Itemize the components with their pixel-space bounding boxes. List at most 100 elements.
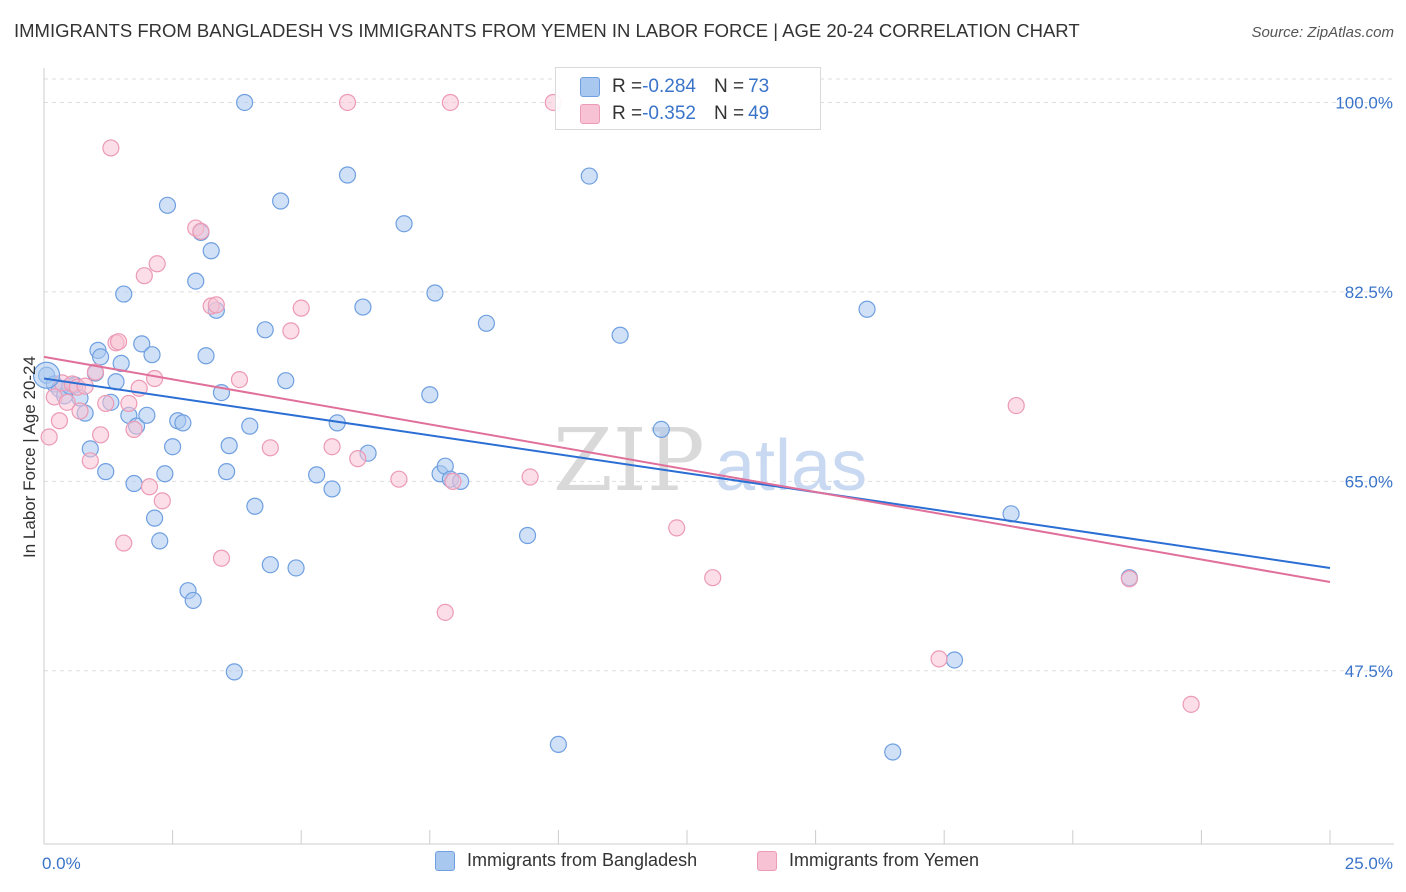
yemen-point: [436, 603, 454, 621]
y-tick-label: 47.5%: [1345, 662, 1393, 681]
bangladesh-point: [138, 406, 156, 424]
x-tick-label: 25.0%: [1345, 854, 1393, 873]
yemen-point: [86, 363, 105, 381]
yemen-point: [135, 267, 153, 285]
bangladesh-point: [158, 196, 177, 214]
bangladesh-point: [164, 438, 182, 456]
yemen-legend-swatch: [757, 850, 777, 871]
yemen-point: [207, 296, 225, 314]
n-label: N =: [713, 76, 745, 97]
yemen-point: [1007, 396, 1025, 415]
axes: [43, 68, 1394, 845]
bangladesh-trend-line: [43, 377, 1331, 569]
yemen-point: [668, 519, 686, 537]
yemen-trend-line: [43, 355, 1331, 584]
legend-label-yemen: Immigrants from Yemen: [789, 850, 980, 870]
yemen-point: [125, 420, 143, 438]
bangladesh-point: [236, 93, 254, 112]
r-label: R =: [612, 103, 643, 124]
y-tick-label: 65.0%: [1345, 472, 1393, 491]
source-label: Source: ZipAtlas.com: [1251, 24, 1394, 41]
bangladesh-point: [225, 663, 243, 681]
yemen-point: [153, 492, 171, 510]
yemen-point: [91, 426, 110, 444]
bangladesh-point: [184, 591, 202, 610]
y-axis-label: In Labor Force | Age 20-24: [20, 356, 39, 558]
yemen-point: [140, 478, 159, 496]
yemen-point: [441, 93, 459, 112]
bangladesh-point: [156, 465, 174, 483]
correlation-legend: R = -0.284 N = 73 R = -0.352 N = 49: [555, 67, 821, 130]
bangladesh-point: [477, 314, 495, 332]
yemen-point: [192, 222, 210, 240]
yemen-point: [212, 549, 231, 567]
bangladesh-point: [272, 192, 290, 210]
r-value: -0.284: [642, 76, 696, 97]
yemen-point: [444, 472, 462, 490]
yemen-point: [40, 428, 58, 446]
yemen-point: [338, 93, 357, 112]
watermark-atlas: atlas: [715, 426, 867, 506]
bangladesh-point: [187, 272, 205, 290]
watermark-zip: ZIP: [553, 411, 705, 511]
bangladesh-point: [580, 167, 598, 185]
yemen-point: [1182, 695, 1200, 713]
watermark: ZIP atlas: [553, 411, 867, 511]
bangladesh-point: [143, 346, 161, 364]
trend-lines: [43, 355, 1331, 584]
bangladesh-swatch: [580, 77, 600, 97]
bangladesh-point: [395, 215, 413, 233]
y-tick-label: 100.0%: [1335, 93, 1393, 112]
yemen-point: [109, 333, 128, 351]
yemen-point: [349, 450, 367, 468]
legend-item-yemen[interactable]: Immigrants from Yemen: [757, 850, 979, 871]
bangladesh-point: [197, 347, 215, 365]
yemen-point: [323, 438, 341, 456]
yemen-point: [145, 369, 164, 388]
yemen-point: [704, 569, 722, 587]
yemen-point: [50, 412, 69, 430]
yemen-point: [71, 402, 89, 420]
bangladesh-point: [174, 414, 192, 432]
bangladesh-legend-swatch: [435, 850, 455, 871]
r-label: R =: [612, 76, 643, 97]
bangladesh-point: [518, 526, 537, 545]
bangladesh-point: [91, 348, 110, 366]
bangladesh-point: [308, 466, 326, 484]
bangladesh-point: [277, 372, 295, 390]
legend-item-bangladesh[interactable]: Immigrants from Bangladesh: [435, 850, 697, 871]
bangladesh-point: [246, 497, 264, 515]
bangladesh-point: [261, 556, 279, 574]
bangladesh-point: [125, 474, 143, 493]
yemen-point: [102, 139, 120, 157]
n-value: 49: [748, 103, 770, 124]
tick-labels: 100.0% 82.5% 65.0% 47.5% 0.0% 25.0%: [42, 93, 1393, 873]
bangladesh-point: [884, 743, 902, 761]
n-label: N =: [713, 103, 745, 124]
yemen-point: [120, 394, 138, 413]
yemen-swatch: [580, 104, 600, 124]
yemen-point: [930, 650, 948, 668]
bangladesh-point: [32, 361, 61, 389]
bangladesh-point: [287, 559, 305, 577]
bangladesh-point: [421, 386, 439, 404]
bangladesh-point: [97, 463, 115, 481]
yemen-point: [282, 322, 300, 340]
bangladesh-point: [945, 651, 964, 669]
chart-title: IMMIGRANTS FROM BANGLADESH VS IMMIGRANTS…: [14, 20, 1080, 41]
bangladesh-point: [241, 417, 259, 435]
bangladesh-point: [145, 509, 164, 527]
yemen-point: [115, 534, 133, 552]
n-value: 73: [748, 76, 770, 97]
yemen-point: [292, 299, 310, 317]
legend-row-bangladesh: R = -0.284 N = 73: [580, 74, 769, 100]
legend-label-bangladesh: Immigrants from Bangladesh: [467, 850, 698, 870]
bangladesh-point: [133, 335, 151, 353]
bangladesh-point: [151, 532, 169, 550]
yemen-point: [261, 439, 279, 457]
bangladesh-point: [354, 298, 372, 316]
yemen-point: [148, 255, 166, 273]
y-tick-label: 82.5%: [1345, 283, 1393, 302]
bangladesh-point: [115, 285, 133, 303]
r-value: -0.352: [642, 103, 696, 124]
